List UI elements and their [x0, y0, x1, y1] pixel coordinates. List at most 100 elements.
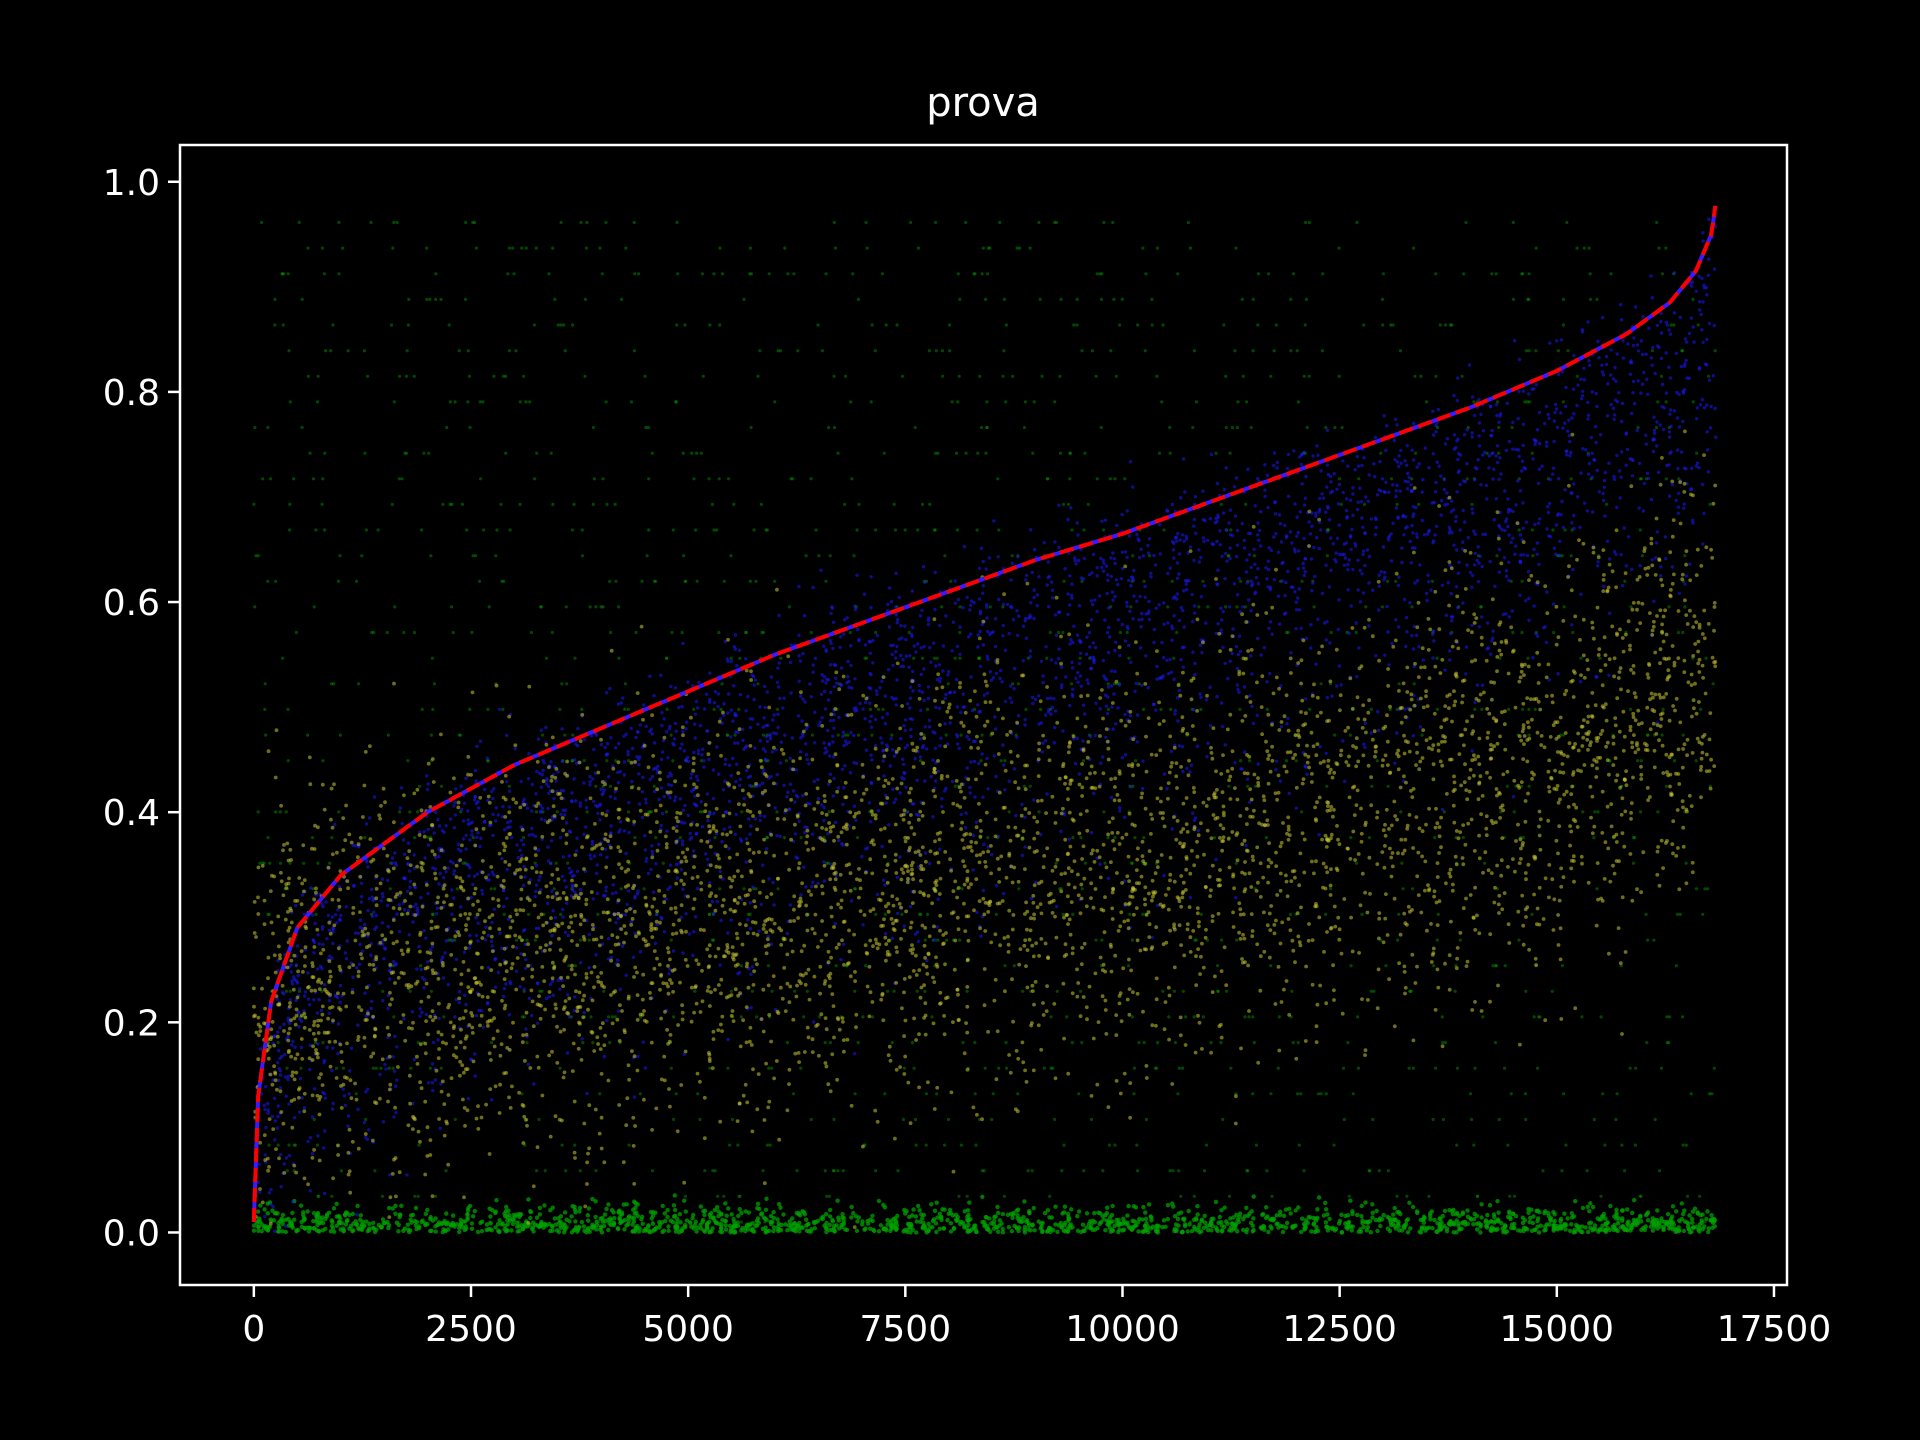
green-point	[665, 707, 669, 712]
green-point	[1484, 1225, 1490, 1230]
green-point	[1510, 425, 1514, 430]
green-point	[507, 246, 511, 250]
green-point	[405, 1222, 411, 1227]
blue-point	[1690, 466, 1694, 470]
green-point	[390, 1206, 395, 1211]
green-point	[1086, 502, 1090, 506]
blue-point	[1361, 549, 1366, 553]
green-point	[1465, 1208, 1470, 1213]
green-point	[1345, 1225, 1351, 1230]
green-point	[1236, 400, 1240, 404]
blue-point	[895, 875, 899, 880]
blue-point	[1327, 518, 1332, 522]
green-point	[1633, 836, 1637, 840]
green-point	[1179, 1194, 1183, 1198]
blue-point	[1704, 286, 1709, 290]
green-point	[321, 759, 325, 763]
green-point	[328, 861, 332, 865]
blue-point	[976, 645, 980, 649]
blue-point	[855, 627, 860, 632]
green-point	[1133, 836, 1137, 840]
green-point	[1623, 579, 1627, 583]
green-point	[1702, 1224, 1707, 1229]
green-point	[1222, 323, 1226, 327]
blue-point	[822, 644, 826, 648]
blue-point	[1647, 326, 1651, 330]
blue-point	[926, 616, 931, 620]
green-point	[579, 220, 583, 225]
green-point	[537, 1223, 542, 1229]
green-point	[995, 1204, 1000, 1210]
green-point	[431, 912, 435, 917]
blue-point	[722, 702, 726, 706]
green-point	[1082, 759, 1086, 763]
green-point	[870, 1218, 875, 1224]
blue-point	[1220, 618, 1224, 622]
green-point	[765, 528, 770, 532]
green-point	[297, 989, 301, 993]
green-point	[1580, 1229, 1585, 1235]
blue-point	[1035, 604, 1039, 608]
green-point	[563, 349, 567, 353]
blue-point	[1380, 477, 1385, 481]
green-point	[1370, 1210, 1376, 1216]
green-point	[1176, 272, 1180, 276]
blue-point	[1633, 401, 1637, 406]
green-point	[761, 1215, 766, 1220]
green-point	[1399, 810, 1403, 814]
green-point	[374, 1227, 379, 1232]
green-point	[604, 220, 608, 225]
blue-point	[937, 663, 942, 667]
green-point	[1112, 297, 1116, 301]
green-point	[1643, 1224, 1649, 1229]
blue-point	[683, 803, 687, 808]
green-point	[1010, 1212, 1016, 1217]
green-point	[669, 938, 673, 942]
green-point	[751, 1229, 757, 1234]
green-point	[1231, 1223, 1237, 1228]
blue-point	[669, 783, 673, 787]
blue-point	[496, 970, 500, 975]
green-point	[1160, 400, 1164, 404]
green-point	[903, 1211, 908, 1216]
blue-point	[1188, 895, 1193, 900]
blue-point	[1383, 653, 1387, 657]
blue-point	[1325, 463, 1330, 467]
green-point	[1569, 554, 1573, 558]
green-point	[555, 810, 559, 814]
blue-point	[1297, 608, 1302, 612]
green-point	[594, 605, 598, 609]
blue-point	[1192, 604, 1197, 608]
green-point	[432, 682, 436, 686]
green-point	[538, 989, 542, 993]
green-point	[1011, 374, 1015, 378]
blue-point	[678, 797, 682, 801]
blue-point	[539, 785, 543, 789]
green-point	[306, 246, 310, 250]
green-point	[317, 1194, 321, 1198]
green-point	[619, 1212, 625, 1217]
blue-point	[1512, 339, 1517, 343]
green-point	[819, 1216, 824, 1221]
green-point	[518, 502, 522, 506]
green-point	[622, 1227, 627, 1232]
blue-point	[1314, 511, 1318, 515]
green-point	[1367, 1219, 1373, 1224]
blue-point	[1570, 491, 1574, 495]
green-point	[981, 246, 985, 250]
blue-point	[1253, 504, 1257, 508]
green-point	[1128, 912, 1132, 917]
blue-point	[1098, 707, 1102, 711]
blue-point	[836, 838, 841, 843]
green-point	[1483, 1218, 1489, 1223]
green-point	[931, 1217, 937, 1222]
green-point	[1136, 323, 1140, 327]
green-point	[1224, 374, 1228, 378]
blue-point	[1402, 533, 1406, 537]
green-point	[522, 374, 526, 378]
blue-point	[763, 705, 767, 710]
blue-point	[1689, 487, 1694, 491]
green-point	[315, 400, 320, 404]
green-point	[1615, 1221, 1621, 1226]
green-point	[1192, 1224, 1197, 1230]
